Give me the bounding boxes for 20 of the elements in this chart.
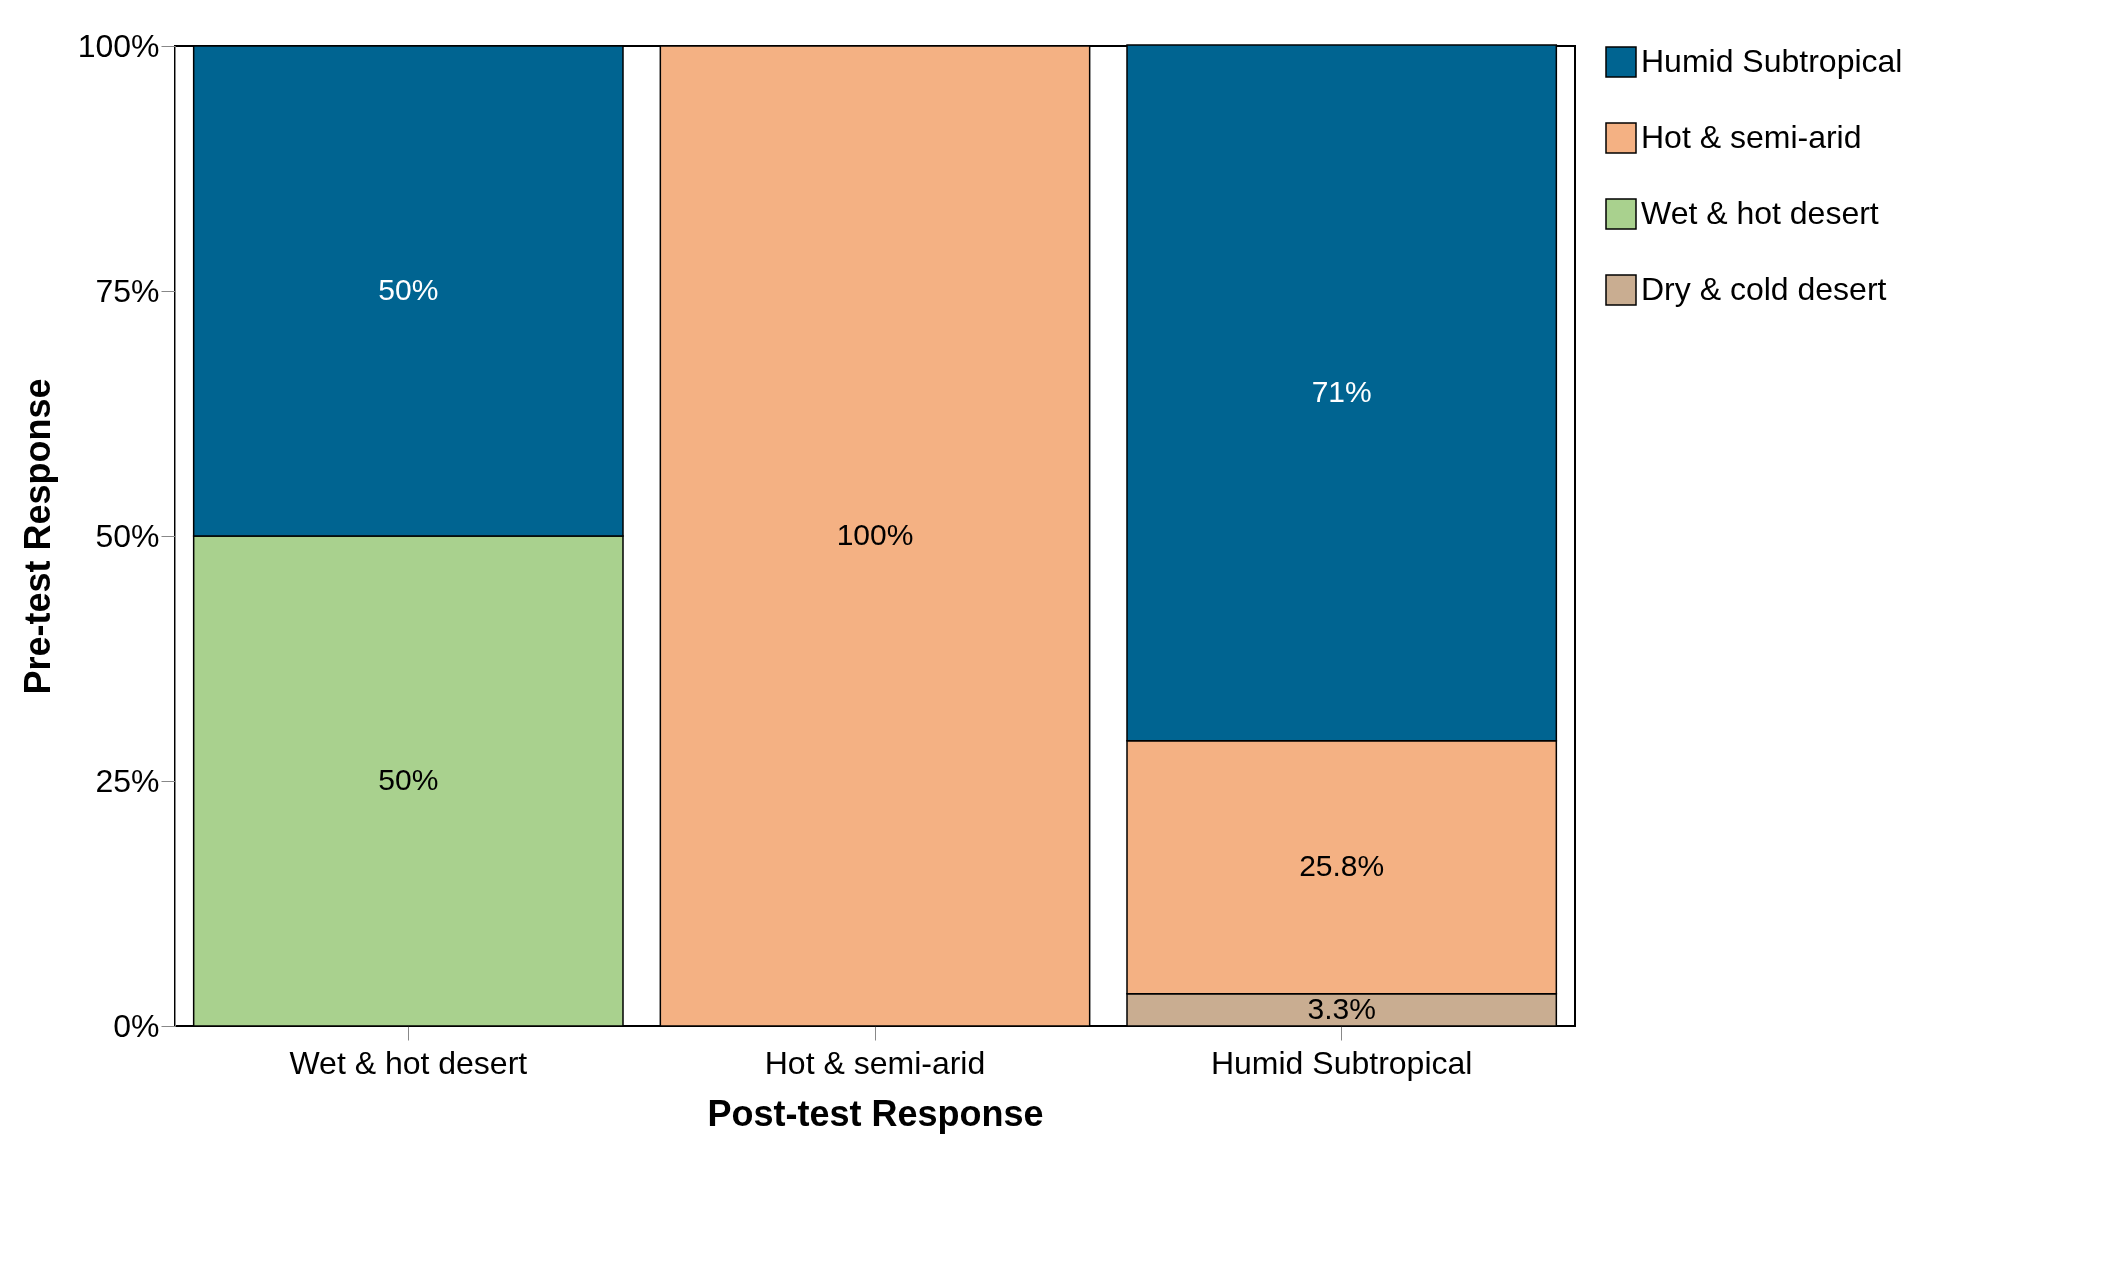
y-axis-title: Pre-test Response (16, 378, 58, 695)
legend-label: Hot & semi-arid (1641, 119, 1862, 155)
data-label: 25.8% (1299, 849, 1385, 883)
y-tick-label: 0% (113, 1007, 160, 1044)
y-tick-label: 100% (77, 27, 160, 64)
data-label: 100% (836, 518, 914, 551)
data-label: 3.3% (1307, 991, 1376, 1025)
y-tick-label: 25% (95, 762, 160, 799)
legend-label: Wet & hot desert (1641, 195, 1879, 231)
legend-label: Humid Subtropical (1641, 43, 1903, 79)
x-tick-label: Hot & semi-arid (764, 1044, 986, 1081)
data-label: 71% (1311, 374, 1372, 408)
y-tick-label: 50% (95, 517, 160, 554)
legend-label: Dry & cold desert (1641, 271, 1887, 307)
x-tick-label: Humid Subtropical (1210, 1044, 1473, 1081)
data-label: 50% (378, 273, 439, 306)
y-tick-label: 75% (95, 272, 160, 309)
data-label: 50% (378, 763, 439, 796)
x-axis-title: Post-test Response (707, 1092, 1044, 1134)
x-tick-label: Wet & hot desert (289, 1044, 528, 1081)
